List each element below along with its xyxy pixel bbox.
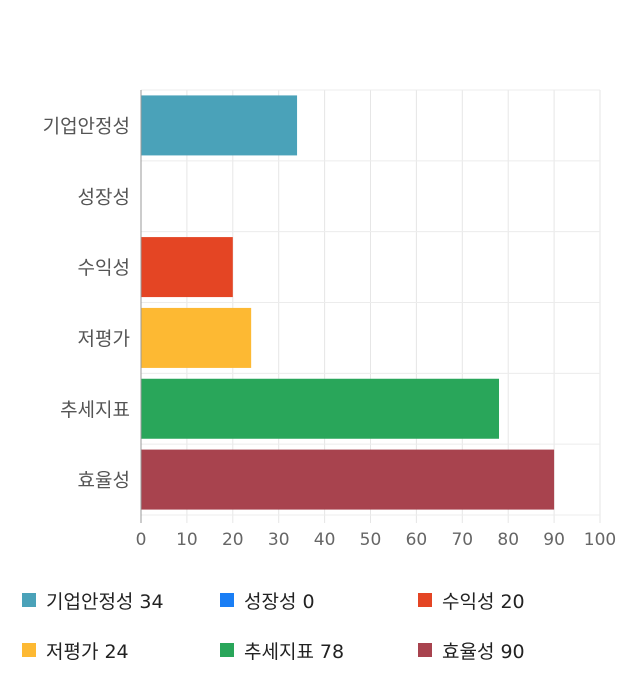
legend-item[interactable]: 성장성 0 [220, 585, 321, 615]
legend-value: 34 [139, 590, 164, 613]
legend-label: 추세지표 [244, 640, 314, 663]
legend-label: 저평가 [46, 640, 99, 663]
bar-3 [141, 237, 233, 298]
x-tick-label: 10 [176, 530, 198, 550]
x-tick-label: 70 [451, 530, 473, 550]
bars [141, 95, 555, 510]
legend-item[interactable]: 저평가 24 [22, 635, 135, 665]
y-tick-label: 기업안정성 [43, 115, 130, 137]
x-tick-label: 20 [222, 530, 244, 550]
legend-swatch [418, 643, 432, 657]
y-tick-label: 성장성 [78, 186, 130, 208]
legend: 기업안정성 34 성장성 0 수익성 20 저평가 24 추세지표 78 효율성 90 [0, 575, 640, 685]
legend-label: 효율성 [442, 640, 495, 663]
legend-swatch [220, 643, 234, 657]
x-tick-label: 50 [360, 530, 382, 550]
x-tick-label: 60 [406, 530, 428, 550]
x-tick-label: 100 [584, 530, 616, 550]
legend-item[interactable]: 추세지표 78 [220, 635, 350, 665]
y-tick-label: 수익성 [78, 257, 130, 279]
legend-item[interactable]: 효율성 90 [418, 635, 531, 665]
legend-label: 성장성 [244, 590, 297, 613]
x-tick-label: 0 [136, 530, 147, 550]
x-tick-label: 30 [268, 530, 290, 550]
y-tick-label: 저평가 [78, 328, 130, 350]
bar-4 [141, 307, 252, 368]
x-axis-labels: 0 10 20 30 40 50 60 70 80 90 100 [136, 530, 617, 550]
legend-item[interactable]: 기업안정성 34 [22, 585, 170, 615]
bar-6 [141, 449, 555, 510]
bar-1 [141, 95, 298, 156]
legend-swatch [22, 593, 36, 607]
x-tick-label: 80 [497, 530, 519, 550]
legend-label: 기업안정성 [46, 590, 134, 613]
legend-value: 0 [302, 590, 315, 613]
legend-value: 24 [104, 640, 129, 663]
legend-value: 20 [500, 590, 525, 613]
legend-swatch [22, 643, 36, 657]
legend-swatch [418, 593, 432, 607]
legend-label: 수익성 [442, 590, 495, 613]
x-tick-label: 40 [314, 530, 336, 550]
legend-swatch [220, 593, 234, 607]
y-tick-label: 추세지표 [60, 399, 130, 421]
bar-5 [141, 378, 500, 439]
legend-item[interactable]: 수익성 20 [418, 585, 531, 615]
legend-value: 78 [319, 640, 345, 663]
legend-value: 90 [500, 640, 525, 663]
y-tick-label: 효율성 [78, 470, 130, 492]
grid-lines [140, 89, 601, 523]
x-tick-label: 90 [543, 530, 565, 550]
